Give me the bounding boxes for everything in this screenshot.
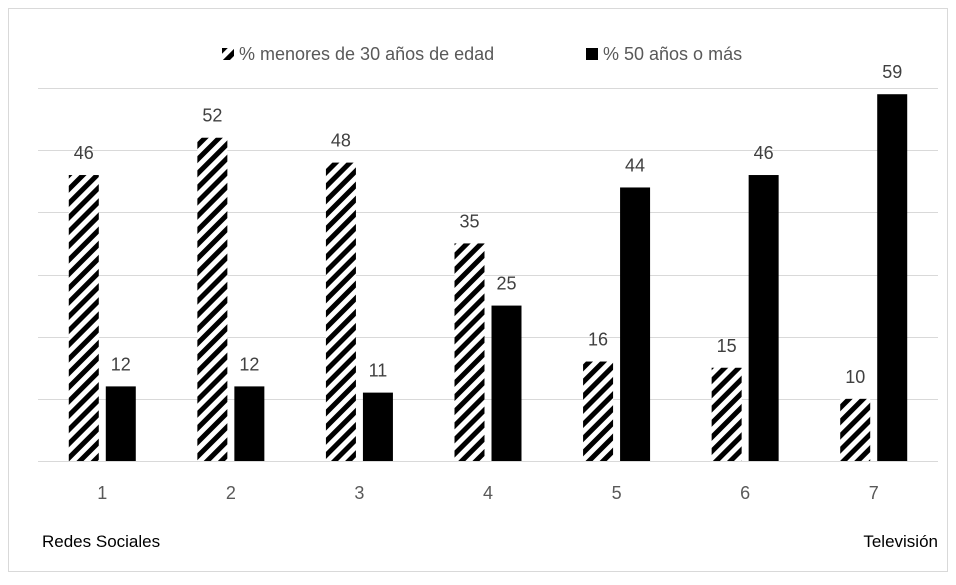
- bar-series-2-1: [105, 386, 136, 461]
- data-label-series-2-1: 12: [111, 354, 131, 374]
- legend-swatch-series-2: [586, 48, 598, 60]
- x-tick-label-6: 6: [740, 483, 750, 503]
- x-tick-label-3: 3: [354, 483, 364, 503]
- bar-series-2-5: [620, 187, 651, 461]
- data-label-series-1-4: 35: [459, 211, 479, 231]
- bar-series-1-6: [711, 367, 742, 461]
- data-label-series-2-3: 11: [369, 361, 388, 381]
- bar-series-2-3: [362, 392, 393, 461]
- bar-series-2-6: [748, 175, 779, 462]
- x-tick-label-2: 2: [226, 483, 236, 503]
- bar-series-1-1: [68, 175, 99, 462]
- x-tick-label-4: 4: [483, 483, 493, 503]
- legend-swatch-series-1: [222, 48, 234, 60]
- data-label-series-1-3: 48: [331, 131, 351, 151]
- bar-series-1-2: [197, 137, 228, 461]
- bar-series-1-4: [454, 243, 485, 461]
- data-label-series-2-7: 59: [882, 62, 902, 82]
- data-label-series-1-7: 10: [845, 367, 865, 387]
- x-tick-label-5: 5: [612, 483, 622, 503]
- bar-series-1-5: [583, 361, 614, 461]
- legend: % menores de 30 años de edad % 50 años o…: [222, 44, 742, 64]
- data-label-series-2-5: 44: [625, 155, 645, 175]
- bar-series-1-7: [840, 398, 871, 461]
- data-label-series-1-6: 15: [717, 336, 737, 356]
- legend-label-series-2: % 50 años o más: [603, 44, 742, 64]
- legend-item-series-2: % 50 años o más: [586, 44, 742, 64]
- bar-series-1-3: [325, 162, 356, 461]
- data-labels: 46 12 52 12 48 11 35 25 16 44 15 46 10 59: [74, 62, 902, 387]
- x-axis-tick-labels: 1 2 3 4 5 6 7: [97, 483, 878, 503]
- legend-item-series-1: % menores de 30 años de edad: [222, 44, 494, 64]
- data-label-series-2-2: 12: [239, 354, 259, 374]
- data-label-series-1-2: 52: [202, 106, 222, 126]
- data-label-series-1-5: 16: [588, 330, 608, 350]
- data-label-series-2-4: 25: [496, 274, 516, 294]
- x-annotation-left: Redes Sociales: [42, 532, 160, 551]
- bar-series-2-7: [877, 94, 908, 461]
- gridlines: [38, 88, 938, 400]
- bar-series-2-4: [491, 305, 522, 461]
- x-tick-label-1: 1: [97, 483, 107, 503]
- bars: [68, 94, 908, 462]
- data-label-series-1-1: 46: [74, 143, 94, 163]
- data-label-series-2-6: 46: [754, 143, 774, 163]
- bar-series-2-2: [234, 386, 265, 461]
- x-annotation-right: Televisión: [863, 532, 938, 551]
- x-tick-label-7: 7: [869, 483, 879, 503]
- legend-label-series-1: % menores de 30 años de edad: [239, 44, 494, 64]
